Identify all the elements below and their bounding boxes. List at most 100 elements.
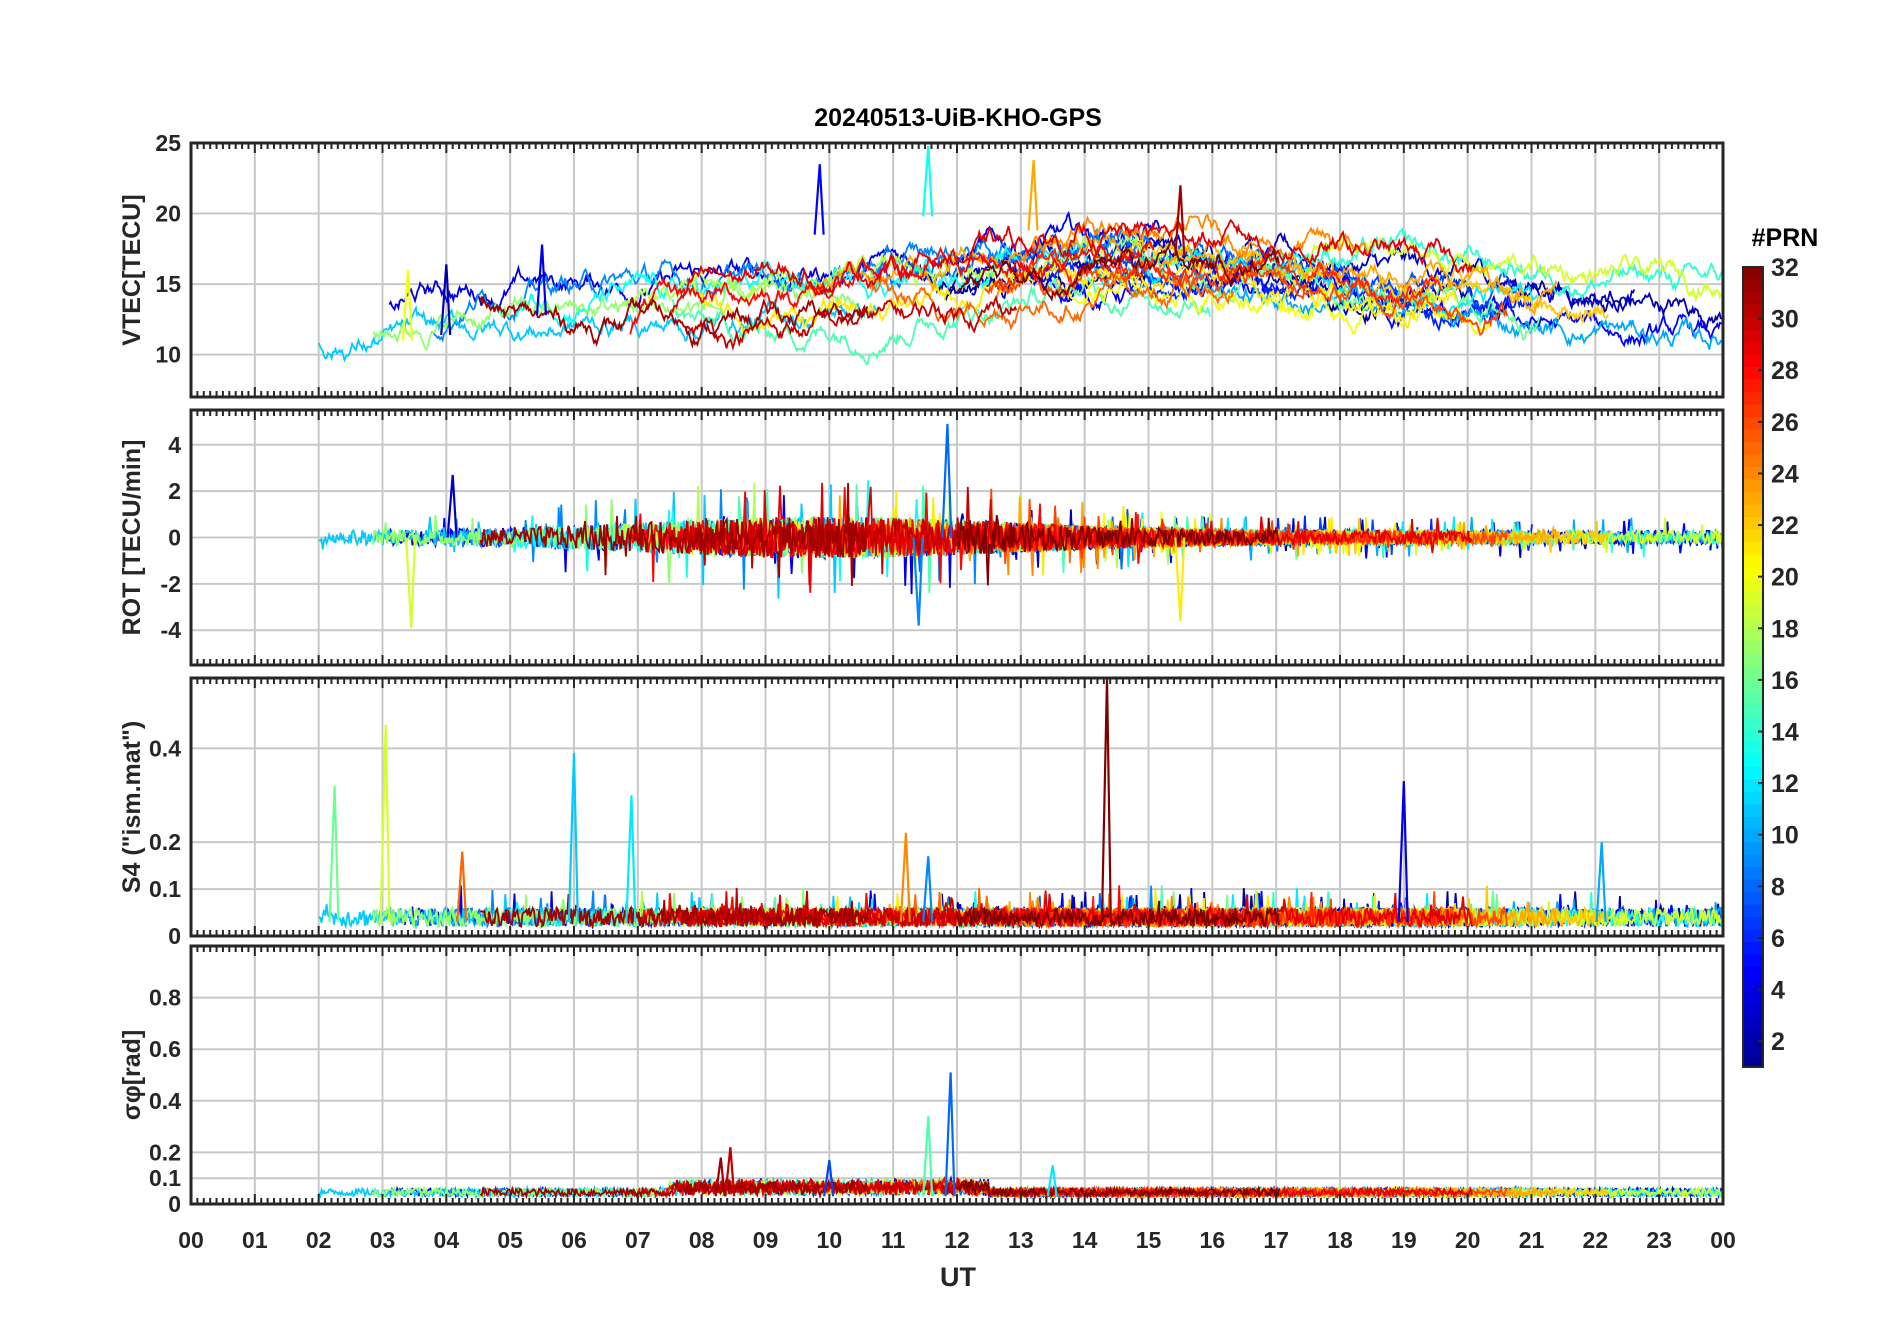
x-tick-label: 17 [1263,1227,1289,1253]
colorbar-swatch [1743,453,1763,467]
x-axis-label: UT [940,1262,976,1292]
y-tick-label: -4 [161,617,182,643]
colorbar-tick-label: 10 [1771,822,1799,850]
colorbar-swatch [1743,541,1763,555]
x-tick-label: 10 [817,1227,843,1253]
peak-marker [379,724,391,922]
peak-marker [724,1147,736,1197]
colorbar-swatch [1743,603,1763,617]
colorbar-swatch [1743,816,1763,830]
colorbar-swatch [1743,866,1763,880]
x-axis: 00 01 02 03 04 05 06 07 08 09 10 11 12 13 14 15 16 17 18 19… [178,1227,1736,1253]
y-tick-label: 2 [168,478,181,504]
series-line-prn-31 [479,482,868,587]
colorbar-tick-label: 26 [1771,409,1799,437]
colorbar-swatch [1743,928,1763,942]
ticks-sigma_phi [190,946,1724,1204]
series-sigma_phi [318,1072,1723,1200]
x-tick-label: 19 [1391,1227,1417,1253]
colorbar-swatch [1743,766,1763,780]
colorbar-swatch [1743,703,1763,717]
y-tick-label: 0 [168,525,181,551]
peak-marker [1100,678,1112,922]
y-tick-label: 0.2 [149,829,181,855]
series-line-prn-31 [480,894,869,930]
colorbar-swatch [1743,1003,1763,1017]
colorbar-tick-label: 18 [1771,615,1799,643]
colorbar-swatch [1743,341,1763,355]
series-line-prn-23 [805,234,1558,317]
colorbar-swatch [1743,1041,1763,1055]
y-tick-label: 0.8 [149,985,181,1011]
x-tick-label: 12 [944,1227,970,1253]
ticks-vtec [190,143,1724,397]
y-axis-label-rot: ROT [TECU/min] [118,440,146,636]
peak-marker [714,1157,726,1197]
colorbar-tick-label: 4 [1771,977,1785,1005]
colorbar-swatch [1743,353,1763,367]
peak-marker [1174,537,1186,622]
colorbar-label: #PRN [1752,224,1819,252]
peak-marker [1174,185,1186,256]
peak-marker [567,753,579,922]
colorbar-swatch [1743,903,1763,917]
y-tick-label: 0.4 [149,735,181,761]
x-tick-label: 03 [370,1227,396,1253]
colorbar-swatch [1743,678,1763,692]
peak-marker [1046,1165,1058,1197]
peak-marker [922,1116,934,1197]
colorbar-tick-label: 20 [1771,564,1799,592]
colorbar-swatch [1743,466,1763,480]
x-tick-label: 04 [434,1227,460,1253]
colorbar-swatch [1743,891,1763,905]
peak-marker [912,537,924,626]
series-s4 [318,678,1723,930]
colorbar-swatch [1743,266,1763,280]
colorbar-swatch [1743,1053,1763,1067]
series-line-prn-14 [1246,226,1723,300]
series-line-prn-32 [956,236,1280,303]
y-tick-label: 4 [168,432,181,458]
colorbar-tick-label: 24 [1771,460,1799,488]
colorbar-swatch [1743,278,1763,292]
colorbar-tick-label: 22 [1771,512,1799,540]
colorbar-swatch [1743,478,1763,492]
y-tick-label: 0.2 [149,1139,181,1165]
series-line-prn-29 [670,218,1473,314]
y-axis-label-vtec: VTEC[TECU] [118,194,146,345]
colorbar-tick-label: 16 [1771,667,1799,695]
grid-vtec [190,142,1724,397]
x-tick-label: 07 [625,1227,651,1253]
series-line-prn-32 [956,900,1280,930]
y-tick-label: 0.1 [149,1165,181,1191]
colorbar-swatch [1743,628,1763,642]
peak-marker [944,1072,956,1197]
peak-marker [823,1159,835,1197]
peak-marker [813,164,825,235]
series-line-prn-32 [956,1178,1280,1200]
colorbar-swatch [1743,941,1763,955]
x-tick-label: 05 [497,1227,523,1253]
peak-marker [401,269,413,341]
colorbar-swatch [1743,366,1763,380]
colorbar-swatch [1743,416,1763,430]
colorbar-swatch [1743,1028,1763,1042]
colorbar-swatch [1743,791,1763,805]
colorbar-swatch [1743,616,1763,630]
y-tick-label: 0.4 [149,1088,181,1114]
x-tick-label: 13 [1008,1227,1034,1253]
peak-marker [625,795,637,922]
figure-title: 20240513-UiB-KHO-GPS [814,104,1102,132]
series-line-prn-31 [479,1179,869,1200]
y-tick-label: -2 [161,571,181,597]
x-tick-label: 01 [242,1227,268,1253]
series-line-prn-32 [956,515,1280,586]
x-tick-label: 00 [1710,1227,1736,1253]
y-axis-label-sigma_phi: σφ[rad] [118,1030,146,1121]
colorbar-swatch [1743,828,1763,842]
x-tick-label: 15 [1136,1227,1162,1253]
colorbar-swatch [1743,303,1763,317]
x-tick-label: 20 [1455,1227,1481,1253]
colorbar-swatch [1743,966,1763,980]
